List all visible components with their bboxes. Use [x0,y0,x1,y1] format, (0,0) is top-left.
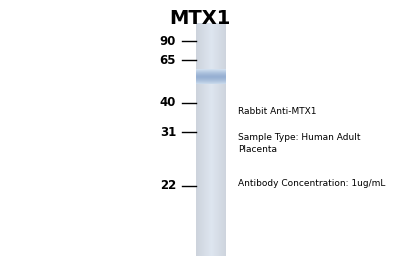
Text: 65: 65 [160,54,176,66]
Text: Antibody Concentration: 1ug/mL: Antibody Concentration: 1ug/mL [238,179,385,188]
Text: Rabbit Anti-MTX1: Rabbit Anti-MTX1 [238,107,316,116]
Text: 31: 31 [160,126,176,139]
Text: 22: 22 [160,179,176,192]
Text: 90: 90 [160,35,176,48]
Text: 40: 40 [160,96,176,109]
Text: MTX1: MTX1 [169,9,231,28]
Text: Sample Type: Human Adult
Placenta: Sample Type: Human Adult Placenta [238,134,360,154]
